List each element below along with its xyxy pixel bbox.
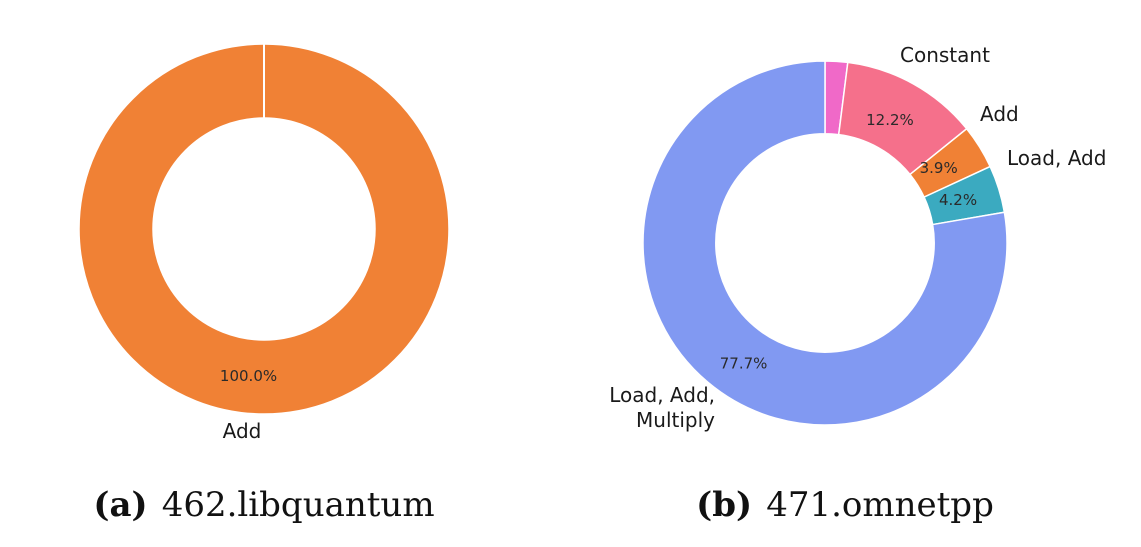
- slice-category-label: Load, Add: [1007, 146, 1106, 170]
- slice-percent-label: 3.9%: [920, 159, 958, 177]
- slice-category-label: Add: [980, 102, 1019, 126]
- donut-chart-libquantum: 100.0% Add: [78, 43, 450, 443]
- donut-slice: [78, 43, 450, 415]
- slice-category-label: Load, Add, Multiply: [609, 383, 715, 432]
- slice-category-label-line: Multiply: [636, 408, 715, 432]
- slice-category-label-line: Load, Add,: [609, 383, 715, 407]
- slice-category-label: Add: [223, 419, 262, 443]
- slice-category-label-line: Add: [980, 102, 1019, 126]
- slice-percent-label: 12.2%: [866, 111, 914, 129]
- slice-category-label-line: Constant: [900, 43, 990, 67]
- slice-percent-label: 77.7%: [720, 355, 768, 373]
- donut-chart-omnetpp: 12.2% Constant 3.9% Add 4.2% Load, Add 77.7% Lo…: [609, 43, 1106, 432]
- slice-percent-label: 4.2%: [939, 191, 977, 209]
- caption-a: (a) 462.libquantum: [93, 485, 434, 525]
- caption-a-letter: (a): [93, 485, 147, 525]
- slice-category-label: Constant: [900, 43, 990, 67]
- caption-b: (b) 471.omnetpp: [696, 485, 994, 525]
- caption-a-text: 462.libquantum: [162, 485, 435, 525]
- slice-category-label-line: Add: [223, 419, 262, 443]
- donut-slice: [642, 60, 1008, 426]
- slice-category-label-line: Load, Add: [1007, 146, 1106, 170]
- caption-b-text: 471.omnetpp: [766, 485, 994, 525]
- slice-percent-label: 100.0%: [220, 367, 277, 385]
- caption-b-letter: (b): [696, 485, 752, 525]
